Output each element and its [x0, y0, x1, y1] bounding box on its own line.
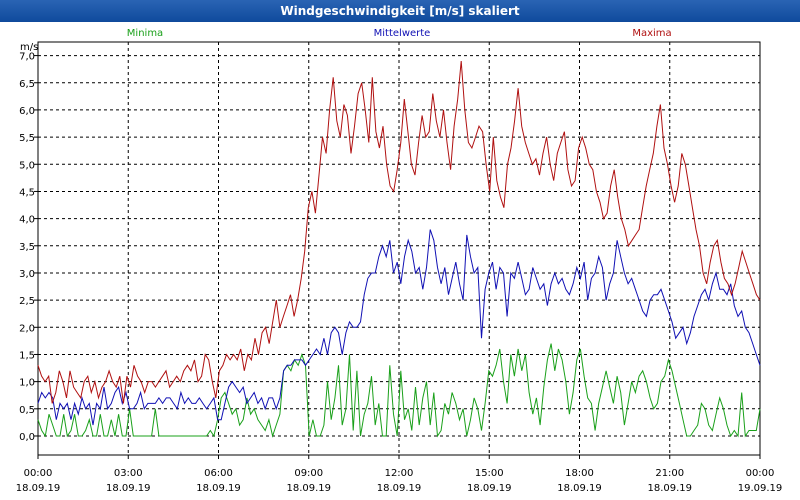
y-tick-label: 2,0	[19, 323, 35, 334]
y-tick-label: 7,0	[19, 52, 35, 63]
x-tick-label-date: 18.09.19	[467, 483, 512, 494]
y-axis-unit-label: m/s	[20, 42, 38, 53]
y-tick-label: 1,0	[19, 378, 35, 389]
x-tick-label-time: 06:00	[204, 468, 233, 479]
y-tick-label: 0,0	[19, 432, 35, 443]
x-tick-label-time: 00:00	[24, 468, 53, 479]
y-tick-label: 1,5	[19, 350, 35, 361]
x-tick-label-date: 19.09.19	[738, 483, 783, 494]
x-tick-label-date: 18.09.19	[106, 483, 151, 494]
y-tick-label: 4,0	[19, 215, 35, 226]
x-tick-label-date: 18.09.19	[647, 483, 692, 494]
x-tick-label-date: 18.09.19	[557, 483, 602, 494]
x-tick-label-time: 03:00	[114, 468, 143, 479]
y-tick-label: 5,5	[19, 133, 35, 144]
x-tick-label-time: 15:00	[475, 468, 504, 479]
axes: 0,0 0,5 1,0 1,5 2,0 2,5 3,0 3,5 4,0 4,5 5,0 5,5 6,0 6…	[16, 52, 783, 494]
y-tick-label: 6,0	[19, 106, 35, 117]
legend-minima: Minima	[127, 28, 163, 39]
wind-speed-chart: 0,0 0,5 1,0 1,5 2,0 2,5 3,0 3,5 4,0 4,5 5,0 5,5 6,0 6…	[16, 28, 783, 494]
window-title: Windgeschwindigkeit [m/s] skaliert	[0, 0, 800, 22]
y-tick-label: 5,0	[19, 160, 35, 171]
series-lines	[37, 60, 761, 438]
y-tick-label: 3,0	[19, 269, 35, 280]
legend-mittelwerte: Mittelwerte	[374, 28, 431, 39]
series-line-minima	[37, 343, 761, 438]
x-tick-label-time: 18:00	[565, 468, 594, 479]
series-line-maxima	[37, 60, 761, 404]
x-tick-label-date: 18.09.19	[286, 483, 331, 494]
x-tick-label-time: 21:00	[655, 468, 684, 479]
x-tick-label-date: 18.09.19	[196, 483, 241, 494]
x-tick-label-time: 09:00	[294, 468, 323, 479]
grid-lines	[38, 42, 760, 455]
y-tick-label: 0,5	[19, 405, 35, 416]
x-tick-label-time: 12:00	[385, 468, 414, 479]
y-tick-label: 2,5	[19, 296, 35, 307]
legend-maxima: Maxima	[632, 28, 671, 39]
series-line-mittelwerte	[37, 229, 761, 426]
x-tick-label-date: 18.09.19	[377, 483, 422, 494]
y-tick-label: 4,5	[19, 187, 35, 198]
x-tick-label-time: 00:00	[746, 468, 775, 479]
y-tick-label: 6,5	[19, 79, 35, 90]
y-tick-label: 3,5	[19, 242, 35, 253]
x-tick-label-date: 18.09.19	[16, 483, 61, 494]
